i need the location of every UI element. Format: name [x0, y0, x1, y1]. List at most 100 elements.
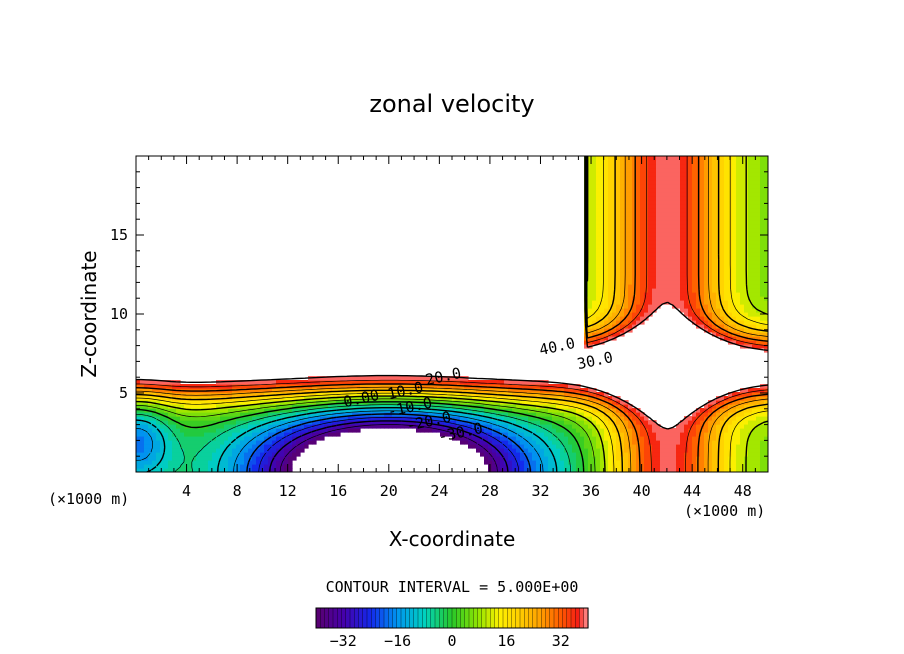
- field-cell: [660, 156, 665, 161]
- field-cell: [576, 428, 581, 433]
- field-cell: [496, 432, 501, 437]
- field-cell: [664, 236, 669, 241]
- field-cell: [612, 156, 617, 161]
- field-cell: [756, 260, 761, 265]
- field-cell: [204, 396, 209, 401]
- field-cell: [664, 268, 669, 273]
- field-cell: [636, 184, 641, 189]
- field-cell: [620, 196, 625, 201]
- field-cell: [632, 220, 637, 225]
- field-cell: [324, 388, 329, 393]
- field-cell: [264, 460, 269, 465]
- field-cell: [572, 428, 577, 433]
- field-cell: [336, 412, 341, 417]
- field-cell: [452, 432, 457, 437]
- field-cell: [328, 400, 333, 405]
- field-cell: [348, 380, 353, 385]
- field-cell: [692, 316, 697, 321]
- field-cell: [152, 420, 157, 425]
- field-cell: [756, 420, 761, 425]
- field-cell: [720, 284, 725, 289]
- field-cell: [556, 464, 561, 469]
- field-cell: [204, 460, 209, 465]
- field-cell: [288, 400, 293, 405]
- field-cell: [316, 388, 321, 393]
- field-cell: [652, 236, 657, 241]
- field-cell: [588, 392, 593, 397]
- field-cell: [720, 468, 725, 472]
- field-cell: [704, 236, 709, 241]
- field-cell: [380, 376, 385, 381]
- field-cell: [700, 240, 705, 245]
- field-cell: [252, 424, 257, 429]
- field-cell: [632, 172, 637, 177]
- field-cell: [764, 188, 768, 193]
- field-cell: [588, 464, 593, 469]
- field-cell: [452, 408, 457, 413]
- field-cell: [528, 388, 533, 393]
- field-cell: [208, 432, 213, 437]
- field-cell: [712, 220, 717, 225]
- field-cell: [736, 332, 741, 337]
- field-cell: [288, 464, 293, 469]
- field-cell: [148, 464, 153, 469]
- field-cell: [552, 468, 557, 472]
- field-cell: [588, 308, 593, 313]
- field-cell: [444, 432, 449, 437]
- field-cell: [688, 176, 693, 181]
- field-cell: [756, 340, 761, 345]
- field-cell: [616, 244, 621, 249]
- field-cell: [524, 432, 529, 437]
- field-cell: [244, 400, 249, 405]
- field-cell: [620, 252, 625, 257]
- field-cell: [708, 252, 713, 257]
- field-cell: [240, 392, 245, 397]
- field-cell: [340, 384, 345, 389]
- field-cell: [176, 464, 181, 469]
- field-cell: [720, 272, 725, 277]
- field-cell: [528, 416, 533, 421]
- field-cell: [704, 240, 709, 245]
- field-cell: [624, 440, 629, 445]
- field-cell: [268, 436, 273, 441]
- field-cell: [520, 460, 525, 465]
- field-cell: [608, 196, 613, 201]
- field-cell: [716, 292, 721, 297]
- field-cell: [712, 432, 717, 437]
- field-cell: [508, 444, 513, 449]
- field-cell: [412, 424, 417, 429]
- field-cell: [668, 436, 673, 441]
- field-cell: [760, 156, 765, 161]
- field-cell: [576, 384, 581, 389]
- field-cell: [244, 388, 249, 393]
- field-cell: [176, 444, 181, 449]
- field-cell: [664, 200, 669, 205]
- field-cell: [700, 204, 705, 209]
- field-cell: [612, 216, 617, 221]
- field-cell: [656, 184, 661, 189]
- field-cell: [536, 384, 541, 389]
- field-cell: [660, 248, 665, 253]
- field-cell: [212, 396, 217, 401]
- field-cell: [592, 388, 597, 393]
- field-cell: [588, 452, 593, 457]
- field-cell: [712, 232, 717, 237]
- field-cell: [468, 400, 473, 405]
- field-cell: [552, 464, 557, 469]
- field-cell: [312, 432, 317, 437]
- field-cell: [756, 436, 761, 441]
- field-cell: [596, 284, 601, 289]
- field-cell: [272, 420, 277, 425]
- field-cell: [316, 392, 321, 397]
- field-cell: [680, 160, 685, 165]
- field-cell: [664, 228, 669, 233]
- field-cell: [208, 452, 213, 457]
- field-cell: [592, 468, 597, 472]
- field-cell: [672, 248, 677, 253]
- field-cell: [700, 284, 705, 289]
- field-cell: [580, 460, 585, 465]
- field-cell: [708, 428, 713, 433]
- field-cell: [448, 380, 453, 385]
- field-cell: [616, 296, 621, 301]
- field-cell: [264, 400, 269, 405]
